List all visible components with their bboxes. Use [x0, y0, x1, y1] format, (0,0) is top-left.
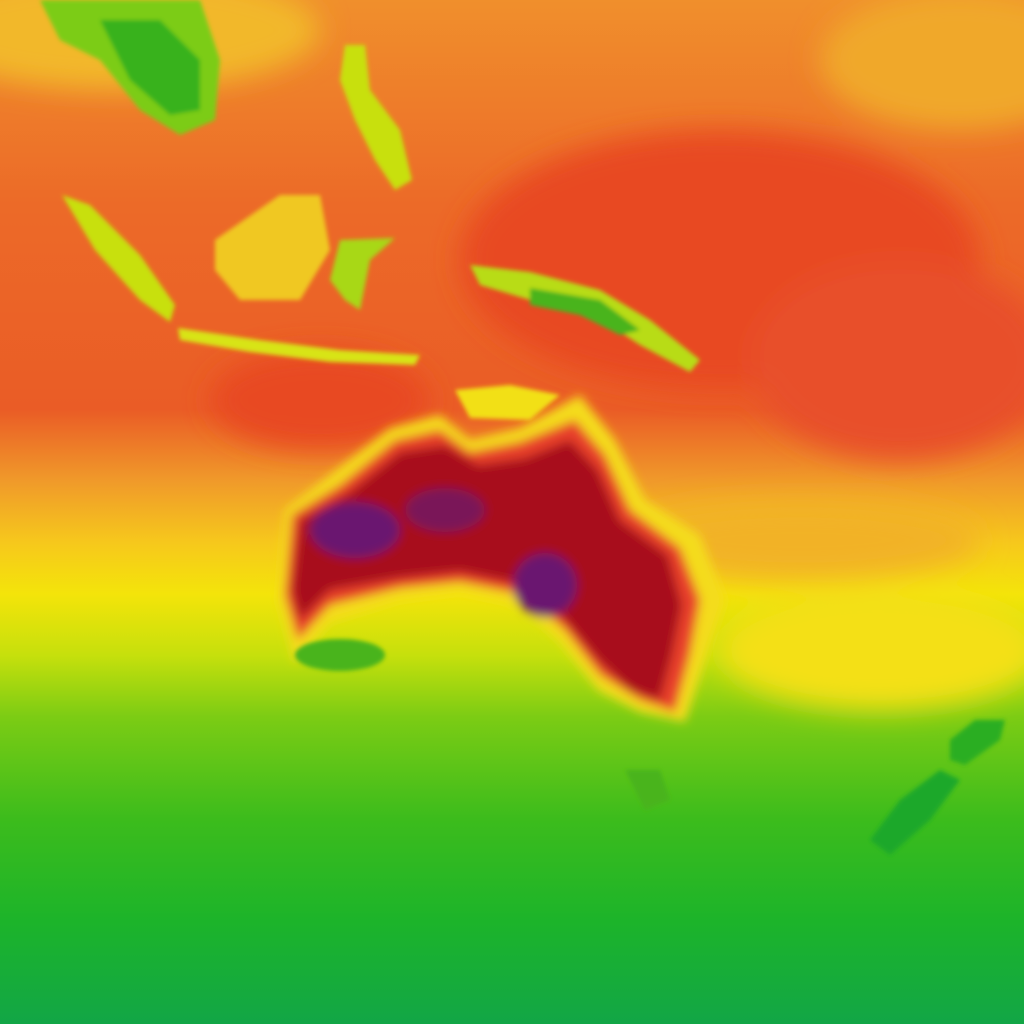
ocean-zones	[0, 0, 1024, 710]
islands	[40, 0, 1005, 855]
australia	[278, 395, 725, 722]
